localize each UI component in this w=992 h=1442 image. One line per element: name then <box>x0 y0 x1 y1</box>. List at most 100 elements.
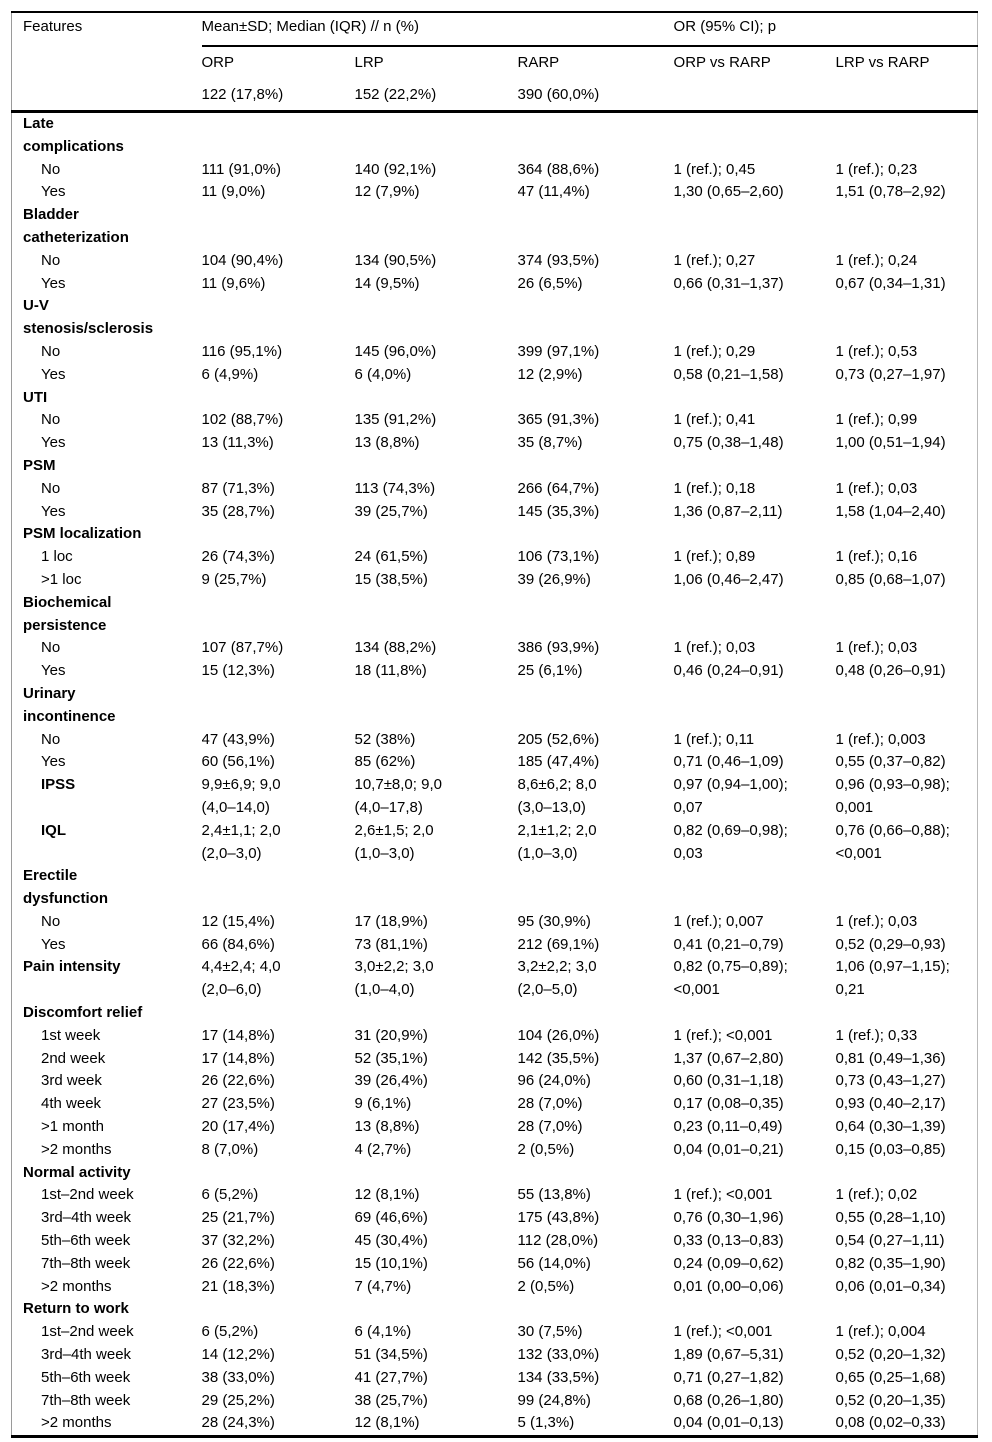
table-row: 7th–8th week 26 (22,6%) 15 (10,1%) 56 (14,0… <box>12 1253 978 1276</box>
cell-value: 132 (33,0%) <box>517 1346 600 1364</box>
cell-value <box>202 1298 355 1321</box>
cell-value: 0,55 (0,28–1,10) <box>835 1209 946 1227</box>
table-row: Bladder catheterization <box>12 204 978 250</box>
table-row: 3rd week 26 (22,6%) 39 (26,4%) 96 (24,0%) 0,… <box>12 1070 978 1093</box>
cell-value: 1 (ref.); <0,001 <box>673 1186 773 1204</box>
cell-value <box>518 455 674 478</box>
empty-cell <box>673 77 836 113</box>
cell-value: 1 (ref.); 0,33 <box>835 1026 918 1044</box>
cell-value: 135 (91,2%) <box>354 411 437 429</box>
cell-value: 0,67 (0,34–1,31) <box>835 274 946 292</box>
feature-label: Yes <box>41 365 66 383</box>
cell-value: 12 (8,1%) <box>354 1186 420 1204</box>
feature-label: Erectile dysfunction <box>23 867 108 908</box>
feature-label: 3rd week <box>41 1072 102 1090</box>
table-row: Yes 11 (9,6%) 14 (9,5%) 26 (6,5%) 0,66 (0,31… <box>12 273 978 296</box>
cell-value <box>202 112 355 159</box>
cell-value: 15 (10,1%) <box>354 1254 428 1272</box>
feature-label: Yes <box>41 753 66 771</box>
table-row: >1 loc 9 (25,7%) 15 (38,5%) 39 (26,9%) 1,06 … <box>12 569 978 592</box>
table-row: Yes 11 (9,0%) 12 (7,9%) 47 (11,4%) 1,30 (0,6… <box>12 181 978 204</box>
cell-value: 386 (93,9%) <box>517 639 600 657</box>
cell-value <box>836 592 978 638</box>
table-row: No 107 (87,7%) 134 (88,2%) 386 (93,9%) 1 (re… <box>12 637 978 660</box>
feature-label: Yes <box>41 502 66 520</box>
feature-label: 3rd–4th week <box>41 1346 132 1364</box>
table-row: 1st week 17 (14,8%) 31 (20,9%) 104 (26,0%) 1… <box>12 1025 978 1048</box>
cell-value: 1,30 (0,65–2,60) <box>673 183 784 201</box>
features-table: Features Mean±SD; Median (IQR) // n (%) … <box>11 11 979 1439</box>
feature-label: No <box>41 160 61 178</box>
cell-value <box>836 1298 978 1321</box>
table-row: UTI <box>12 387 978 410</box>
feature-label: PSM <box>23 456 56 474</box>
feature-label: 1st week <box>41 1026 101 1044</box>
feature-label: Biochemical persistence <box>23 593 112 634</box>
table-row: No 47 (43,9%) 52 (38%) 205 (52,6%) 1 (ref.);… <box>12 729 978 752</box>
cell-value <box>518 295 674 341</box>
cell-value: 38 (25,7%) <box>354 1391 428 1409</box>
cell-value: 116 (95,1%) <box>201 342 283 360</box>
cell-value: 2,6±1,5; 2,0 (1,0–3,0) <box>354 821 434 862</box>
group-count-rarp: 390 (60,0%) <box>517 77 674 113</box>
feature-label: >2 months <box>41 1414 112 1432</box>
cell-value: 25 (6,1%) <box>517 662 583 680</box>
feature-label: Return to work <box>23 1300 129 1318</box>
cell-value <box>518 112 674 159</box>
table-row: >2 months 8 (7,0%) 4 (2,7%) 2 (0,5%) 0,04 (0… <box>12 1139 978 1162</box>
table-row: U-V stenosis/sclerosis <box>12 295 978 341</box>
feature-label: 5th–6th week <box>41 1368 131 1386</box>
cell-value: 28 (7,0%) <box>517 1118 583 1136</box>
cell-value: 145 (96,0%) <box>354 342 437 360</box>
cell-value <box>355 1162 518 1185</box>
cell-value: 30 (7,5%) <box>517 1323 583 1341</box>
cell-value: 10,7±8,0; 9,0 (4,0–17,8) <box>354 776 442 816</box>
feature-label: No <box>41 411 61 429</box>
cell-value <box>836 1162 978 1185</box>
cell-value: 0,76 (0,30–1,96) <box>673 1209 784 1227</box>
feature-label: IQL <box>41 821 66 839</box>
table-row: 1 loc 26 (74,3%) 24 (61,5%) 106 (73,1%) 1 (r… <box>12 546 978 569</box>
cell-value: 1 (ref.); 0,99 <box>835 411 918 429</box>
header-group-row: Features Mean±SD; Median (IQR) // n (%) … <box>12 12 978 47</box>
feature-label: Yes <box>41 935 66 953</box>
cell-value: 13 (11,3%) <box>201 434 274 452</box>
cell-value <box>202 204 355 250</box>
cell-value: 0,04 (0,01–0,13) <box>673 1414 784 1432</box>
cell-value: 0,73 (0,27–1,97) <box>835 365 946 383</box>
cell-value: 0,65 (0,25–1,68) <box>835 1368 946 1386</box>
cell-value: 1 (ref.); 0,03 <box>835 912 918 930</box>
cell-value <box>518 683 674 729</box>
cell-value: 11 (9,0%) <box>201 183 266 201</box>
cell-value: 107 (87,7%) <box>201 639 284 657</box>
feature-label: IPSS <box>41 776 76 794</box>
table-row: IPSS 9,9±6,9; 9,0 (4,0–14,0) 10,7±8,0; 9,0… <box>12 774 978 820</box>
cell-value: 1,37 (0,67–2,80) <box>673 1049 784 1067</box>
feature-label: 1st–2nd week <box>41 1323 134 1341</box>
feature-label: No <box>41 730 61 748</box>
table-row: Biochemical persistence <box>12 592 978 638</box>
cell-value: 0,08 (0,02–0,33) <box>835 1414 946 1432</box>
cell-value: 17 (18,9%) <box>354 912 428 930</box>
cell-value <box>202 387 355 410</box>
cell-value: 1 (ref.); 0,03 <box>673 639 756 657</box>
cell-value <box>518 387 674 410</box>
cell-value: 7 (4,7%) <box>354 1277 412 1295</box>
cell-value <box>202 1002 355 1025</box>
cell-value <box>518 1162 674 1185</box>
feature-label: U-V stenosis/sclerosis <box>23 297 154 338</box>
cell-value: 35 (28,7%) <box>201 502 275 520</box>
cell-value: 55 (13,8%) <box>517 1186 591 1204</box>
table-row: Yes 6 (4,9%) 6 (4,0%) 12 (2,9%) 0,58 (0,21–1… <box>12 364 978 387</box>
cell-value: 0,73 (0,43–1,27) <box>835 1072 946 1090</box>
cell-value: 12 (15,4%) <box>201 912 275 930</box>
table-body: Late complications No 111 (91,0%) 140 (92,1… <box>12 112 978 1437</box>
cell-value <box>518 523 674 546</box>
cell-value: 185 (47,4%) <box>517 753 600 771</box>
cell-value: 1 (ref.); 0,41 <box>673 411 756 429</box>
group-count-lrp: 152 (22,2%) <box>354 77 518 113</box>
cell-value <box>202 295 355 341</box>
cell-value: 134 (33,5%) <box>517 1368 600 1386</box>
cell-value: 24 (61,5%) <box>354 548 428 566</box>
